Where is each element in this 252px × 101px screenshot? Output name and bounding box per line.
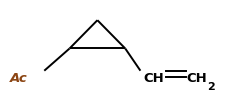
Text: 2: 2 (206, 82, 214, 92)
Text: Ac: Ac (10, 72, 28, 85)
Text: CH: CH (186, 72, 207, 85)
Text: CH: CH (142, 72, 163, 85)
